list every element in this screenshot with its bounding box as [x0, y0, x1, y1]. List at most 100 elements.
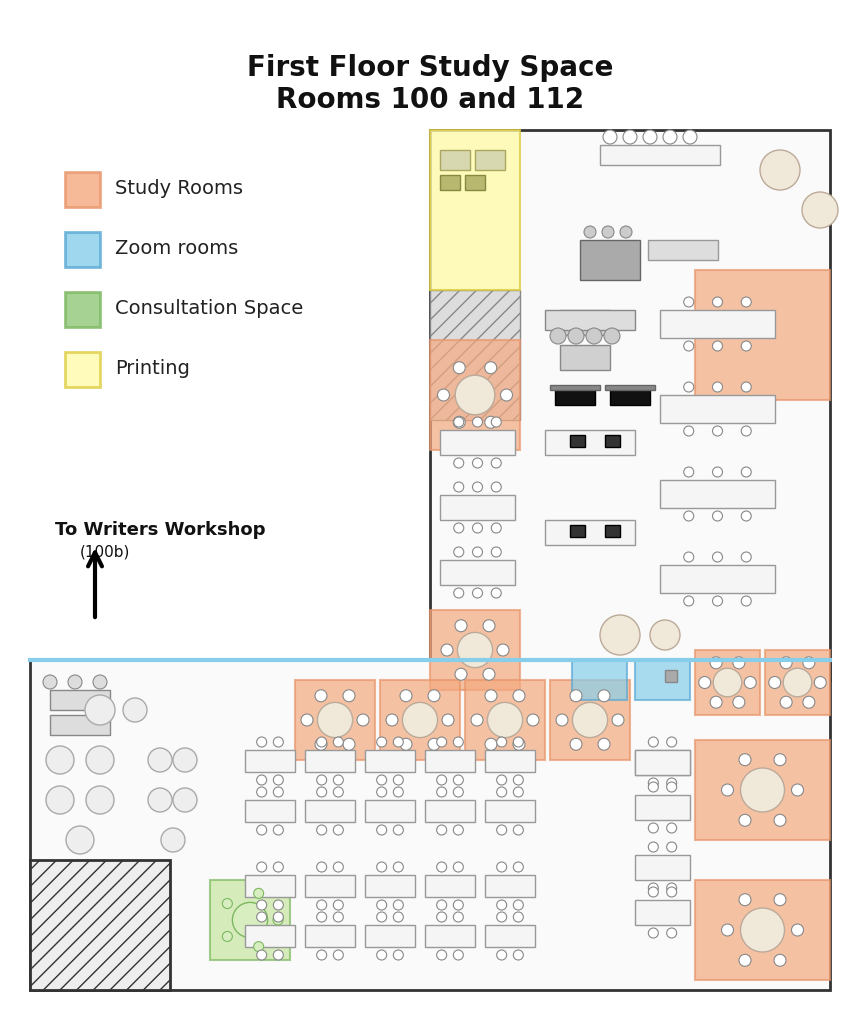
- Circle shape: [568, 328, 584, 344]
- Circle shape: [713, 669, 742, 696]
- Bar: [465, 680, 545, 760]
- Circle shape: [602, 226, 614, 238]
- Circle shape: [741, 382, 752, 392]
- Bar: [365, 750, 415, 772]
- Circle shape: [46, 746, 74, 774]
- Circle shape: [815, 677, 827, 688]
- Circle shape: [648, 782, 659, 792]
- Bar: [605, 525, 620, 537]
- Text: Printing: Printing: [115, 359, 190, 379]
- Text: Consultation Space: Consultation Space: [115, 299, 303, 318]
- Bar: [635, 660, 690, 700]
- Bar: [380, 680, 460, 760]
- Bar: [305, 800, 355, 822]
- Circle shape: [643, 130, 657, 144]
- Circle shape: [744, 677, 756, 688]
- Bar: [545, 310, 635, 330]
- Circle shape: [774, 814, 786, 826]
- Circle shape: [173, 748, 197, 772]
- Circle shape: [257, 862, 267, 872]
- Circle shape: [710, 656, 722, 669]
- Circle shape: [513, 900, 523, 910]
- Bar: [550, 385, 600, 390]
- Circle shape: [473, 523, 482, 534]
- Bar: [365, 925, 415, 947]
- Circle shape: [774, 894, 786, 905]
- Bar: [555, 390, 595, 406]
- Circle shape: [513, 950, 523, 961]
- Circle shape: [648, 778, 659, 788]
- Text: To Writers Workshop: To Writers Workshop: [55, 521, 265, 539]
- Circle shape: [666, 737, 677, 746]
- Circle shape: [333, 950, 344, 961]
- Circle shape: [684, 467, 694, 477]
- Circle shape: [483, 620, 495, 632]
- Circle shape: [648, 823, 659, 833]
- Circle shape: [713, 297, 722, 307]
- Circle shape: [604, 328, 620, 344]
- Circle shape: [648, 842, 659, 852]
- Bar: [610, 390, 650, 406]
- Circle shape: [454, 737, 463, 746]
- Bar: [305, 874, 355, 897]
- Circle shape: [357, 714, 369, 726]
- Circle shape: [663, 130, 677, 144]
- Bar: [425, 925, 475, 947]
- Circle shape: [513, 862, 523, 872]
- Circle shape: [454, 787, 463, 797]
- Circle shape: [684, 297, 694, 307]
- Circle shape: [666, 928, 677, 938]
- Circle shape: [437, 787, 447, 797]
- Circle shape: [573, 702, 608, 737]
- Circle shape: [699, 677, 710, 688]
- Circle shape: [780, 696, 792, 709]
- Circle shape: [485, 361, 497, 374]
- Circle shape: [487, 702, 523, 737]
- Circle shape: [492, 588, 501, 598]
- Circle shape: [733, 696, 745, 709]
- Bar: [210, 880, 290, 961]
- Circle shape: [376, 775, 387, 785]
- Circle shape: [513, 737, 523, 746]
- Bar: [665, 670, 677, 682]
- Circle shape: [741, 297, 752, 307]
- Circle shape: [393, 950, 403, 961]
- Bar: [545, 520, 635, 545]
- Bar: [580, 240, 640, 280]
- Circle shape: [473, 458, 482, 468]
- Circle shape: [550, 328, 566, 344]
- Circle shape: [376, 737, 387, 746]
- Circle shape: [739, 954, 751, 967]
- Circle shape: [739, 894, 751, 905]
- Circle shape: [333, 737, 344, 746]
- Circle shape: [455, 620, 467, 632]
- Circle shape: [148, 748, 172, 772]
- Bar: [365, 874, 415, 897]
- Circle shape: [273, 912, 283, 922]
- Circle shape: [454, 775, 463, 785]
- Circle shape: [254, 942, 263, 951]
- Bar: [430, 340, 520, 450]
- Bar: [570, 525, 585, 537]
- Bar: [430, 130, 830, 680]
- Bar: [695, 880, 830, 980]
- Circle shape: [454, 547, 464, 557]
- Circle shape: [586, 328, 602, 344]
- Circle shape: [317, 825, 326, 835]
- Circle shape: [623, 130, 637, 144]
- Circle shape: [400, 738, 412, 751]
- Circle shape: [497, 950, 506, 961]
- Circle shape: [376, 950, 387, 961]
- Circle shape: [376, 862, 387, 872]
- Text: Rooms 100 and 112: Rooms 100 and 112: [276, 86, 584, 114]
- Circle shape: [333, 862, 344, 872]
- Circle shape: [317, 950, 326, 961]
- Circle shape: [802, 656, 815, 669]
- Circle shape: [598, 690, 610, 701]
- Circle shape: [774, 954, 786, 967]
- Circle shape: [393, 900, 403, 910]
- Circle shape: [317, 775, 326, 785]
- Circle shape: [437, 862, 447, 872]
- Circle shape: [492, 482, 501, 492]
- Circle shape: [473, 547, 482, 557]
